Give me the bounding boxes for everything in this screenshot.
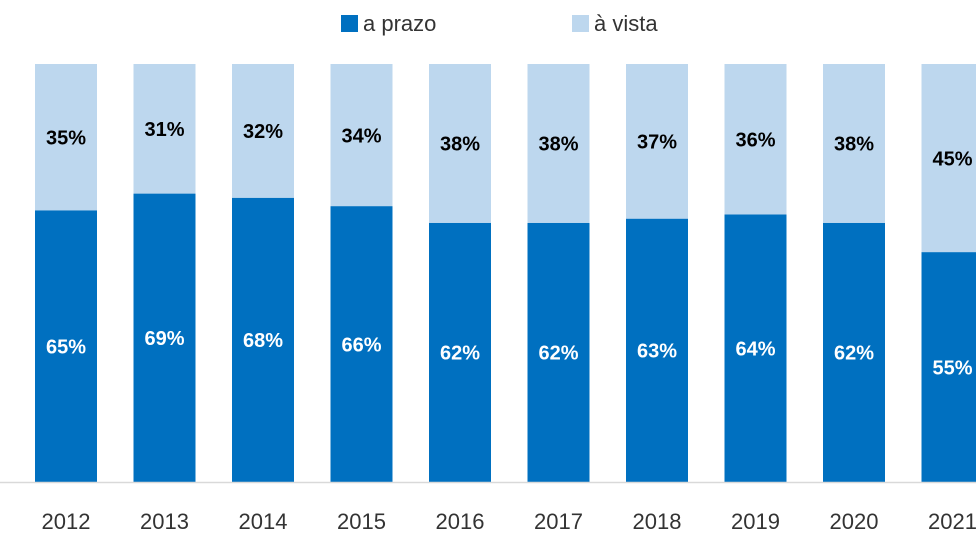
bar-segment [133,193,196,482]
data-label: 66% [341,334,381,356]
x-tick-label: 2018 [633,509,682,534]
bar-segment [232,197,294,482]
bar-segment [232,64,294,198]
legend-swatch [572,15,589,32]
legend-swatch [341,15,358,32]
bar-segment [921,64,976,253]
legend-label: a prazo [363,11,436,36]
data-label: 69% [144,328,184,350]
bar-segment [921,252,976,482]
x-tick-label: 2020 [830,509,879,534]
x-tick-label: 2015 [337,509,386,534]
bar-segment [626,64,688,219]
data-label: 68% [243,330,283,352]
data-label: 38% [834,134,874,156]
data-label: 62% [834,343,874,365]
bar-segment [35,64,97,211]
x-tick-label: 2016 [436,509,485,534]
data-label: 65% [46,336,86,358]
bar-segment [429,222,491,482]
data-label: 31% [144,119,184,141]
bar-segment [35,210,97,483]
x-tick-label: 2017 [534,509,583,534]
bar-segment [823,222,885,482]
data-label: 55% [932,357,972,379]
data-label: 62% [538,343,578,365]
data-label: 32% [243,121,283,143]
bar-segment [724,214,787,483]
data-label: 37% [637,132,677,154]
bar-segment [330,206,393,482]
x-tick-label: 2013 [140,509,189,534]
data-label: 62% [440,343,480,365]
data-label: 36% [735,130,775,152]
x-tick-label: 2012 [42,509,91,534]
data-label: 63% [637,341,677,363]
bar-segment [626,218,688,482]
data-label: 38% [538,134,578,156]
bar-segment [330,64,393,207]
x-tick-label: 2014 [239,509,288,534]
bar-segment [527,64,590,223]
data-label: 35% [46,127,86,149]
x-tick-label: 2019 [731,509,780,534]
data-label: 64% [735,339,775,361]
bar-segment [527,222,590,482]
data-label: 38% [440,134,480,156]
bar-segment [823,64,885,223]
bar-segment [724,64,787,215]
legend-label: à vista [594,11,658,36]
bar-segment [429,64,491,223]
data-label: 34% [341,125,381,147]
bar-segment [133,64,196,194]
data-label: 45% [932,148,972,170]
x-tick-label: 2021 [928,509,976,534]
